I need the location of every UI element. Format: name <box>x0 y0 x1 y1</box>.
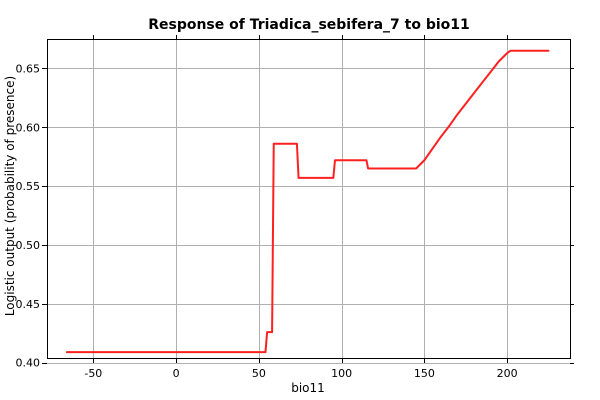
y-tick-label: 0.65 <box>16 62 41 75</box>
y-axis-title: Logistic output (probability of presence… <box>3 76 17 316</box>
y-axis-ticks: 0.40 0.45 0.50 0.55 0.60 0.65 <box>16 62 574 370</box>
x-tick-label: 100 <box>331 367 352 380</box>
series-group <box>65 49 550 354</box>
response-curve-line <box>65 49 550 354</box>
x-axis-ticks: -50 0 50 100 150 200 <box>84 35 518 380</box>
y-tick-label: 0.45 <box>16 298 41 311</box>
x-tick-label: 0 <box>173 367 180 380</box>
x-tick-label: 50 <box>252 367 266 380</box>
plot-border <box>47 39 571 359</box>
y-tick-label: 0.40 <box>16 357 41 370</box>
y-tick-label: 0.50 <box>16 239 41 252</box>
y-tick-label: 0.60 <box>16 121 41 134</box>
x-axis-title: bio11 <box>291 381 325 395</box>
x-tick-label: 150 <box>414 367 435 380</box>
plot-frame <box>47 39 571 359</box>
chart-title: Response of Triadica_sebifera_7 to bio11 <box>148 17 470 33</box>
x-tick-label: -50 <box>84 367 102 380</box>
x-tick-label: 200 <box>497 367 518 380</box>
grid <box>47 39 570 364</box>
y-tick-label: 0.55 <box>16 180 41 193</box>
